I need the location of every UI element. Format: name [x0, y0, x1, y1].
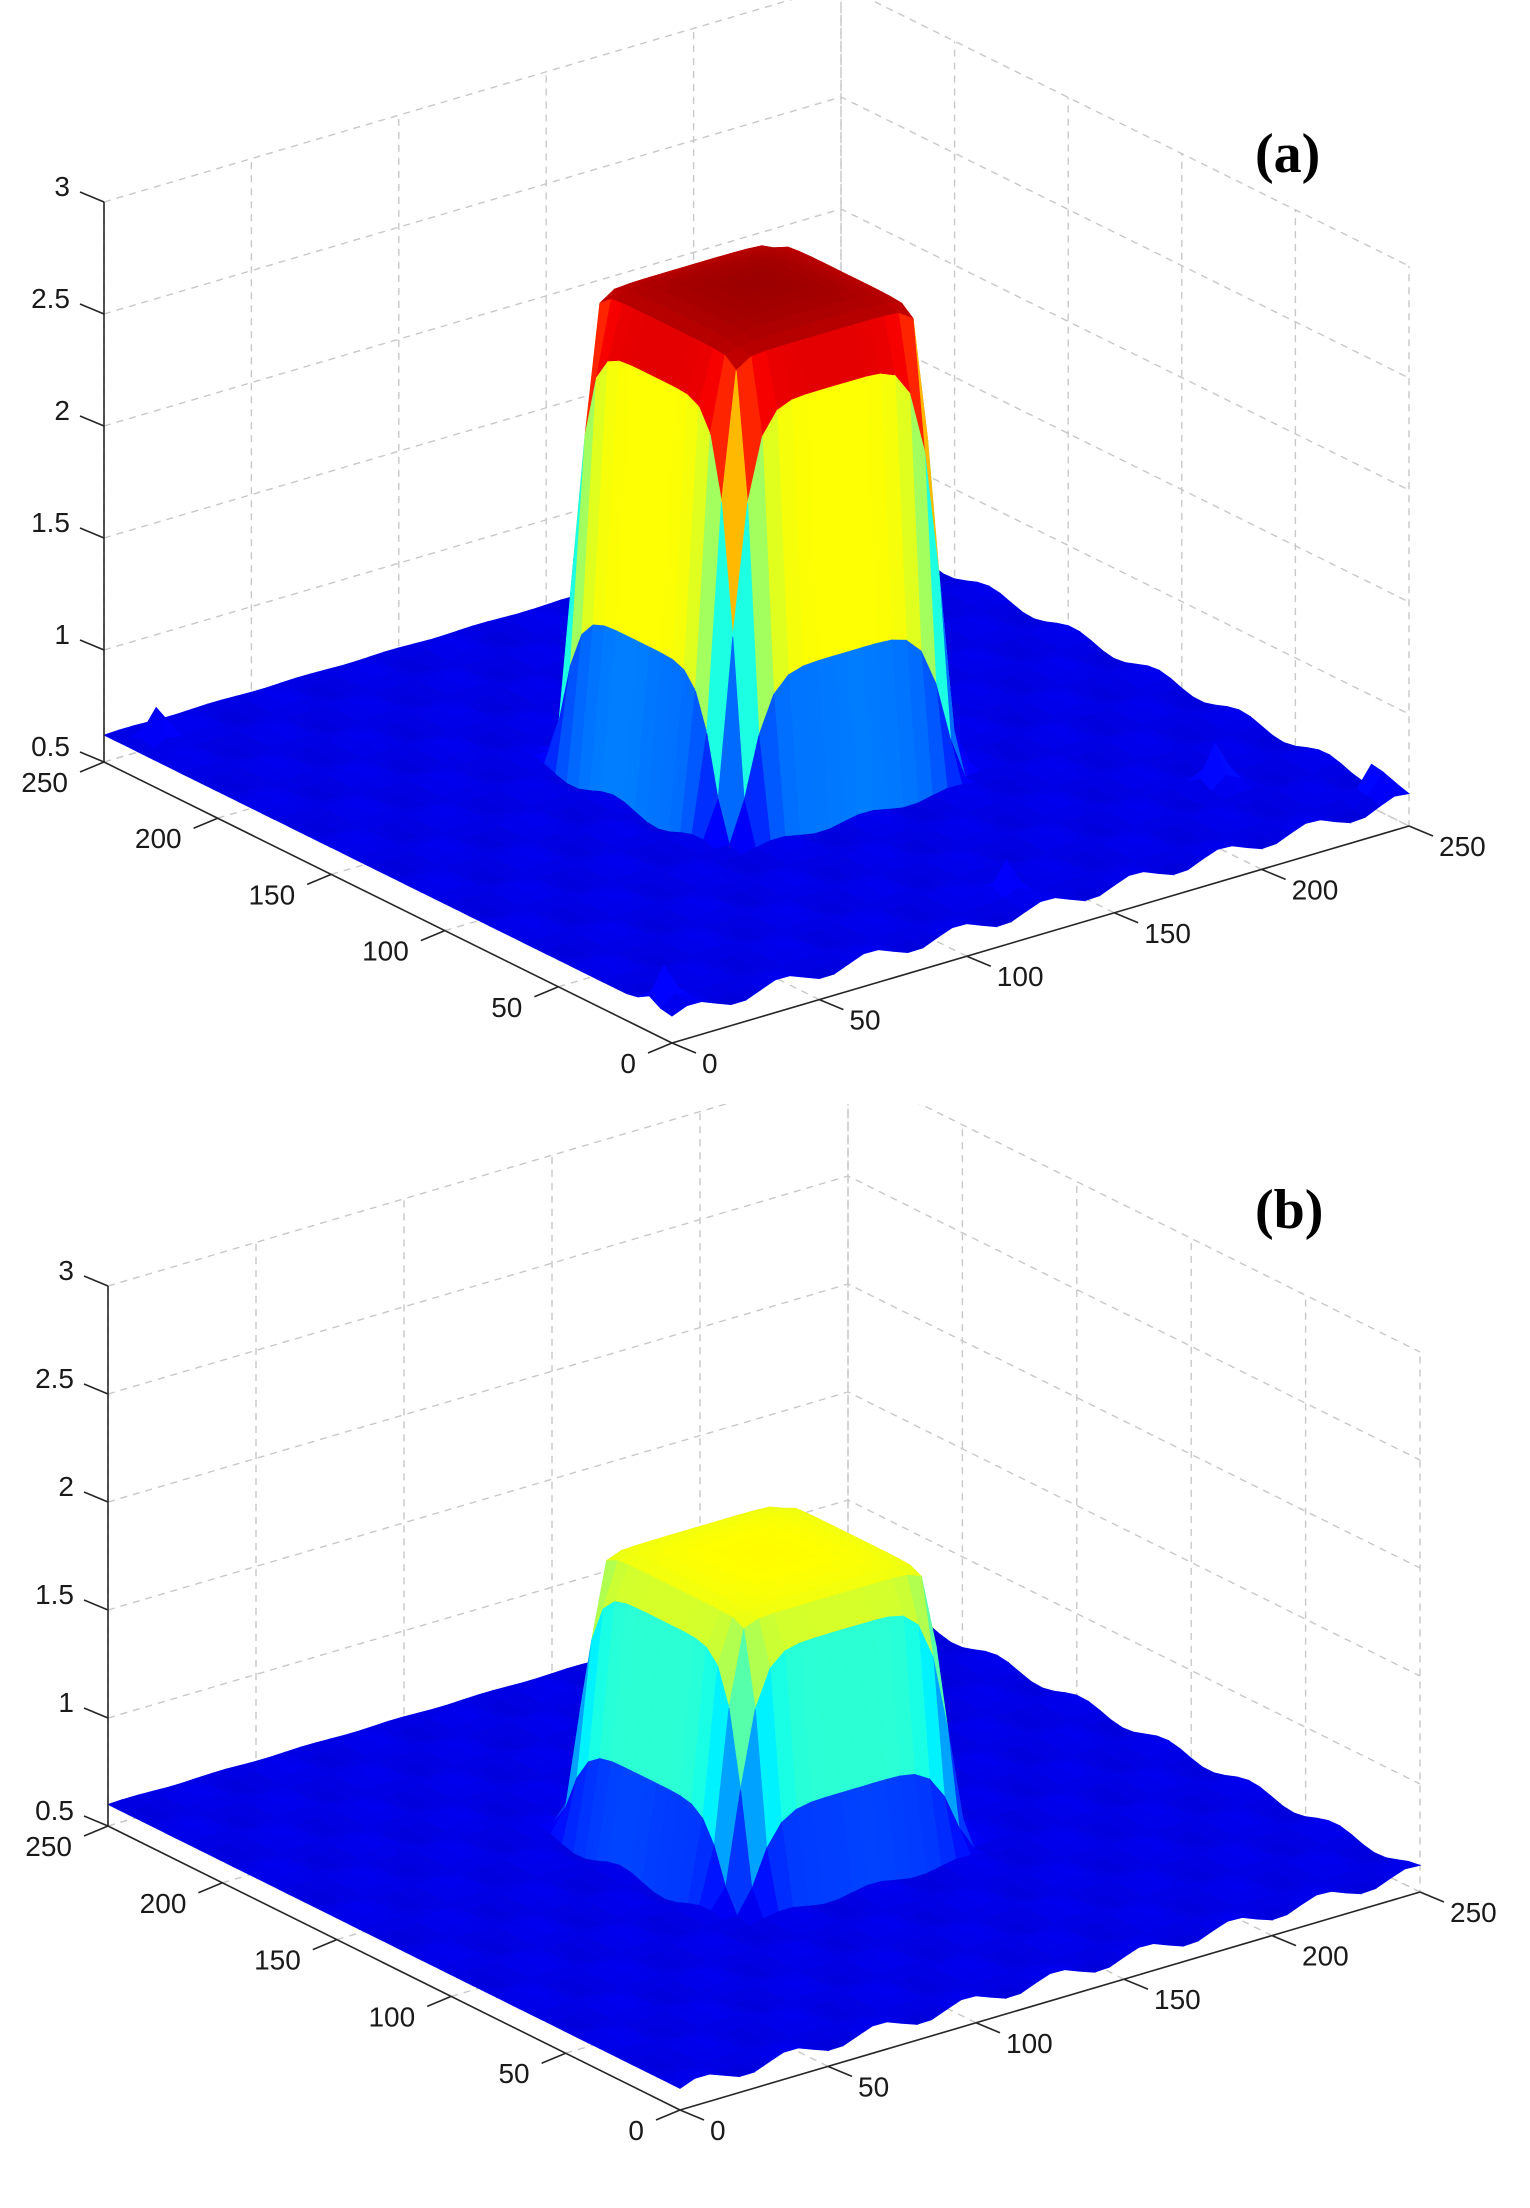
y-tick-mark: [194, 818, 218, 828]
z-tick-mark: [80, 528, 104, 538]
x-tick-label: 100: [997, 961, 1044, 992]
z-tick-label: 1.5: [31, 507, 70, 538]
x-tick-mark: [819, 1000, 843, 1010]
y-tick-mark: [534, 987, 558, 997]
z-tick-mark: [80, 752, 104, 762]
y-tick-label: 0: [620, 1048, 636, 1079]
z-tick-mark: [80, 416, 104, 426]
z-tick-label: 3: [54, 171, 70, 202]
y-tick-label: 200: [135, 823, 182, 854]
panel-label-a: (a): [1255, 123, 1320, 185]
z-tick-label: 2.5: [31, 283, 70, 314]
z-tick-mark: [80, 192, 104, 202]
x-tick-label: 250: [1439, 831, 1486, 862]
y-tick-mark: [80, 762, 104, 772]
grid-line-z-4: [108, 1176, 1420, 1460]
surface-plot-b: 0501001502002500501001502002500.511.522.…: [0, 1104, 1530, 2208]
x-tick-mark: [1409, 826, 1433, 836]
z-tick-label: 1: [54, 619, 70, 650]
x-tick-label: 200: [1292, 874, 1339, 905]
grid-line-z-5: [104, 0, 1409, 266]
y-tick-label: 100: [362, 936, 409, 967]
z-tick-label: 0.5: [31, 731, 70, 762]
y-tick-mark: [648, 1043, 672, 1053]
x-tick-mark: [967, 956, 991, 966]
z-tick-mark: [80, 304, 104, 314]
x-tick-label: 150: [1144, 918, 1191, 949]
x-tick-mark: [1262, 869, 1286, 879]
x-tick-mark: [1114, 913, 1138, 923]
y-tick-label: 50: [491, 992, 522, 1023]
x-tick-label: 50: [849, 1005, 880, 1036]
x-tick-mark: [672, 1043, 696, 1053]
z-tick-mark: [80, 640, 104, 650]
y-tick-mark: [307, 874, 331, 884]
x-tick-label: 0: [702, 1048, 718, 1079]
surface-plot-a: 0 50 100 150 200 250 0 50 100 150 200 250 0.5 1 1.5 2 2.…: [0, 0, 1530, 1104]
y-tick-mark: [421, 931, 445, 941]
grid-line-z-5: [108, 1104, 1420, 1352]
z-tick-label: 2: [54, 395, 70, 426]
y-tick-label: 250: [21, 767, 68, 798]
y-tick-label: 150: [248, 879, 295, 910]
